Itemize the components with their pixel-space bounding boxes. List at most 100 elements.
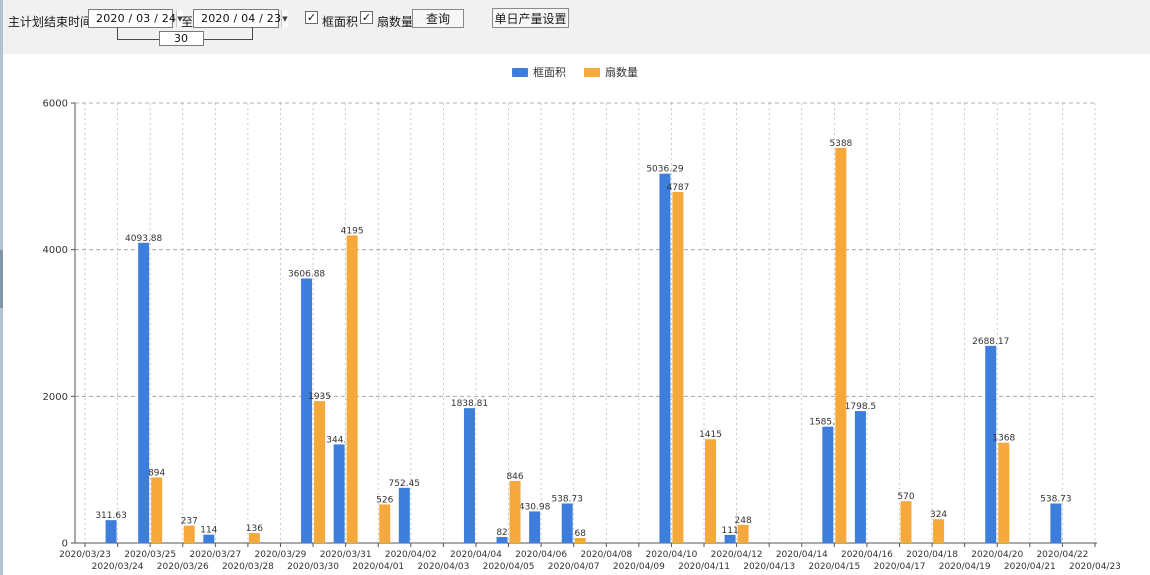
bar-frame-area bbox=[301, 278, 313, 543]
bar-fan-count bbox=[998, 442, 1010, 543]
start-date-dropdown-icon[interactable]: ▼ bbox=[176, 10, 183, 27]
connector-line-left bbox=[117, 27, 160, 40]
bar-value-label: 324 bbox=[930, 510, 947, 520]
x-tick-label: 2020/04/12 bbox=[711, 550, 763, 560]
bar-fan-count bbox=[672, 191, 684, 543]
x-tick-label: 2020/04/05 bbox=[483, 562, 535, 572]
legend-item-frame-area[interactable]: 框面积 bbox=[512, 64, 566, 80]
chart-legend: 框面积 扇数量 bbox=[0, 64, 1150, 80]
frame-area-checkbox[interactable]: ✓ bbox=[305, 11, 318, 24]
x-tick-label: 2020/04/06 bbox=[515, 550, 567, 560]
bar-fan-count bbox=[900, 501, 912, 543]
x-tick-label: 2020/03/23 bbox=[59, 550, 111, 560]
bar-frame-area bbox=[203, 534, 215, 543]
legend-item-fan-count[interactable]: 扇数量 bbox=[584, 64, 638, 80]
bar-value-label: 4195 bbox=[341, 226, 364, 236]
bar-fan-count bbox=[183, 525, 195, 543]
bar-value-label: 526 bbox=[376, 495, 393, 505]
bar-fan-count bbox=[737, 524, 749, 543]
bar-value-label: 237 bbox=[181, 517, 198, 527]
bar-frame-area bbox=[561, 503, 573, 543]
x-tick-label: 2020/04/17 bbox=[874, 562, 926, 572]
toolbar: 主计划结束时间: 2020 / 03 / 24 ▼ 至: 2020 / 04 /… bbox=[0, 0, 1150, 54]
x-tick-label: 2020/04/09 bbox=[613, 562, 665, 572]
bar-frame-area bbox=[985, 345, 997, 543]
bar-value-label: 570 bbox=[897, 492, 914, 502]
x-tick-label: 2020/03/31 bbox=[320, 550, 372, 560]
query-button[interactable]: 查询 bbox=[412, 9, 464, 28]
days-between-input[interactable]: 30 bbox=[159, 31, 204, 46]
x-tick-label: 2020/04/04 bbox=[450, 550, 502, 560]
bar-value-label: 3606.88 bbox=[288, 269, 325, 279]
x-tick-label: 2020/04/02 bbox=[385, 550, 437, 560]
bar-value-label: 5388 bbox=[829, 139, 852, 149]
connector-line-right bbox=[204, 27, 253, 40]
bar-value-label: 894 bbox=[148, 468, 165, 478]
x-tick-label: 2020/04/20 bbox=[971, 550, 1023, 560]
fan-count-swatch-icon bbox=[584, 67, 600, 77]
x-tick-label: 2020/04/19 bbox=[939, 562, 991, 572]
fan-count-checkbox[interactable]: ✓ bbox=[360, 11, 373, 24]
bar-fan-count bbox=[151, 477, 163, 543]
daily-output-settings-button[interactable]: 单日产量设置 bbox=[492, 8, 569, 28]
x-tick-label: 2020/04/16 bbox=[841, 550, 893, 560]
y-tick-label: 4000 bbox=[43, 245, 68, 256]
bar-value-label: 114 bbox=[200, 526, 217, 536]
x-tick-label: 2020/03/27 bbox=[189, 550, 241, 560]
bar-value-label: 111 bbox=[722, 526, 739, 536]
bar-value-label: 538.73 bbox=[1040, 494, 1072, 504]
x-tick-label: 2020/03/24 bbox=[92, 562, 144, 572]
frame-area-swatch-icon bbox=[512, 67, 528, 77]
bar-fan-count bbox=[835, 147, 847, 543]
x-tick-label: 2020/03/29 bbox=[255, 550, 307, 560]
bar-value-label: 2688.17 bbox=[972, 337, 1009, 347]
left-scrollbar-thumb[interactable] bbox=[0, 250, 3, 308]
x-tick-label: 2020/04/14 bbox=[776, 550, 828, 560]
y-tick-label: 6000 bbox=[43, 99, 68, 110]
bar-frame-area bbox=[659, 173, 671, 543]
y-tick-label: 2000 bbox=[43, 392, 68, 403]
bar-value-label: 1838.81 bbox=[451, 399, 488, 409]
fan-count-checkbox-label: 扇数量 bbox=[377, 15, 414, 29]
bar-fan-count bbox=[509, 480, 521, 543]
bar-frame-area bbox=[1050, 503, 1062, 543]
bar-fan-count bbox=[574, 538, 586, 543]
bar-value-label: 430.98 bbox=[519, 502, 551, 512]
x-tick-label: 2020/03/26 bbox=[157, 562, 209, 572]
x-tick-label: 2020/04/23 bbox=[1069, 562, 1121, 572]
bar-value-label: 752.45 bbox=[389, 479, 421, 489]
left-edge-strip bbox=[0, 0, 3, 575]
end-date-picker[interactable]: 2020 / 04 / 23 ▼ bbox=[193, 9, 288, 28]
y-tick-label: 0 bbox=[62, 539, 68, 550]
bar-frame-area bbox=[854, 411, 866, 543]
bar-value-label: 4787 bbox=[666, 183, 689, 193]
end-date-dropdown-icon[interactable]: ▼ bbox=[281, 10, 288, 27]
bar-frame-area bbox=[138, 242, 150, 543]
x-tick-label: 2020/03/30 bbox=[287, 562, 339, 572]
bar-fan-count bbox=[705, 439, 717, 543]
bar-value-label: 4093.88 bbox=[125, 234, 162, 244]
bar-frame-area bbox=[398, 487, 410, 543]
bar-value-label: 136 bbox=[246, 524, 263, 534]
bar-frame-area bbox=[105, 520, 117, 543]
frame-area-checkbox-label: 框面积 bbox=[322, 15, 359, 29]
bar-value-label: 311.63 bbox=[95, 511, 127, 521]
bar-value-label: 1344.95 bbox=[321, 435, 358, 445]
end-date-value[interactable]: 2020 / 04 / 23 bbox=[201, 12, 282, 25]
x-tick-label: 2020/04/13 bbox=[743, 562, 795, 572]
bar-fan-count bbox=[314, 401, 326, 543]
bar-fan-count bbox=[933, 519, 945, 543]
x-tick-label: 2020/03/25 bbox=[124, 550, 176, 560]
legend-fan-count-label: 扇数量 bbox=[605, 66, 638, 79]
bar-fan-count bbox=[346, 235, 358, 543]
bar-value-label: 1415 bbox=[699, 430, 722, 440]
bar-value-label: 1798.5 bbox=[845, 402, 877, 412]
legend-frame-area-label: 框面积 bbox=[533, 66, 566, 79]
bar-chart-svg: 0 2000 4000 6000 2020/03/23 2020/03/24 2020/03… bbox=[43, 99, 1121, 573]
checkmark-icon: ✓ bbox=[306, 11, 317, 24]
start-date-value[interactable]: 2020 / 03 / 24 bbox=[96, 12, 177, 25]
bar-frame-area bbox=[496, 536, 508, 543]
bar-frame-area bbox=[529, 511, 541, 543]
bar-value-label: 1585.96 bbox=[809, 418, 846, 428]
start-date-picker[interactable]: 2020 / 03 / 24 ▼ bbox=[88, 9, 183, 28]
